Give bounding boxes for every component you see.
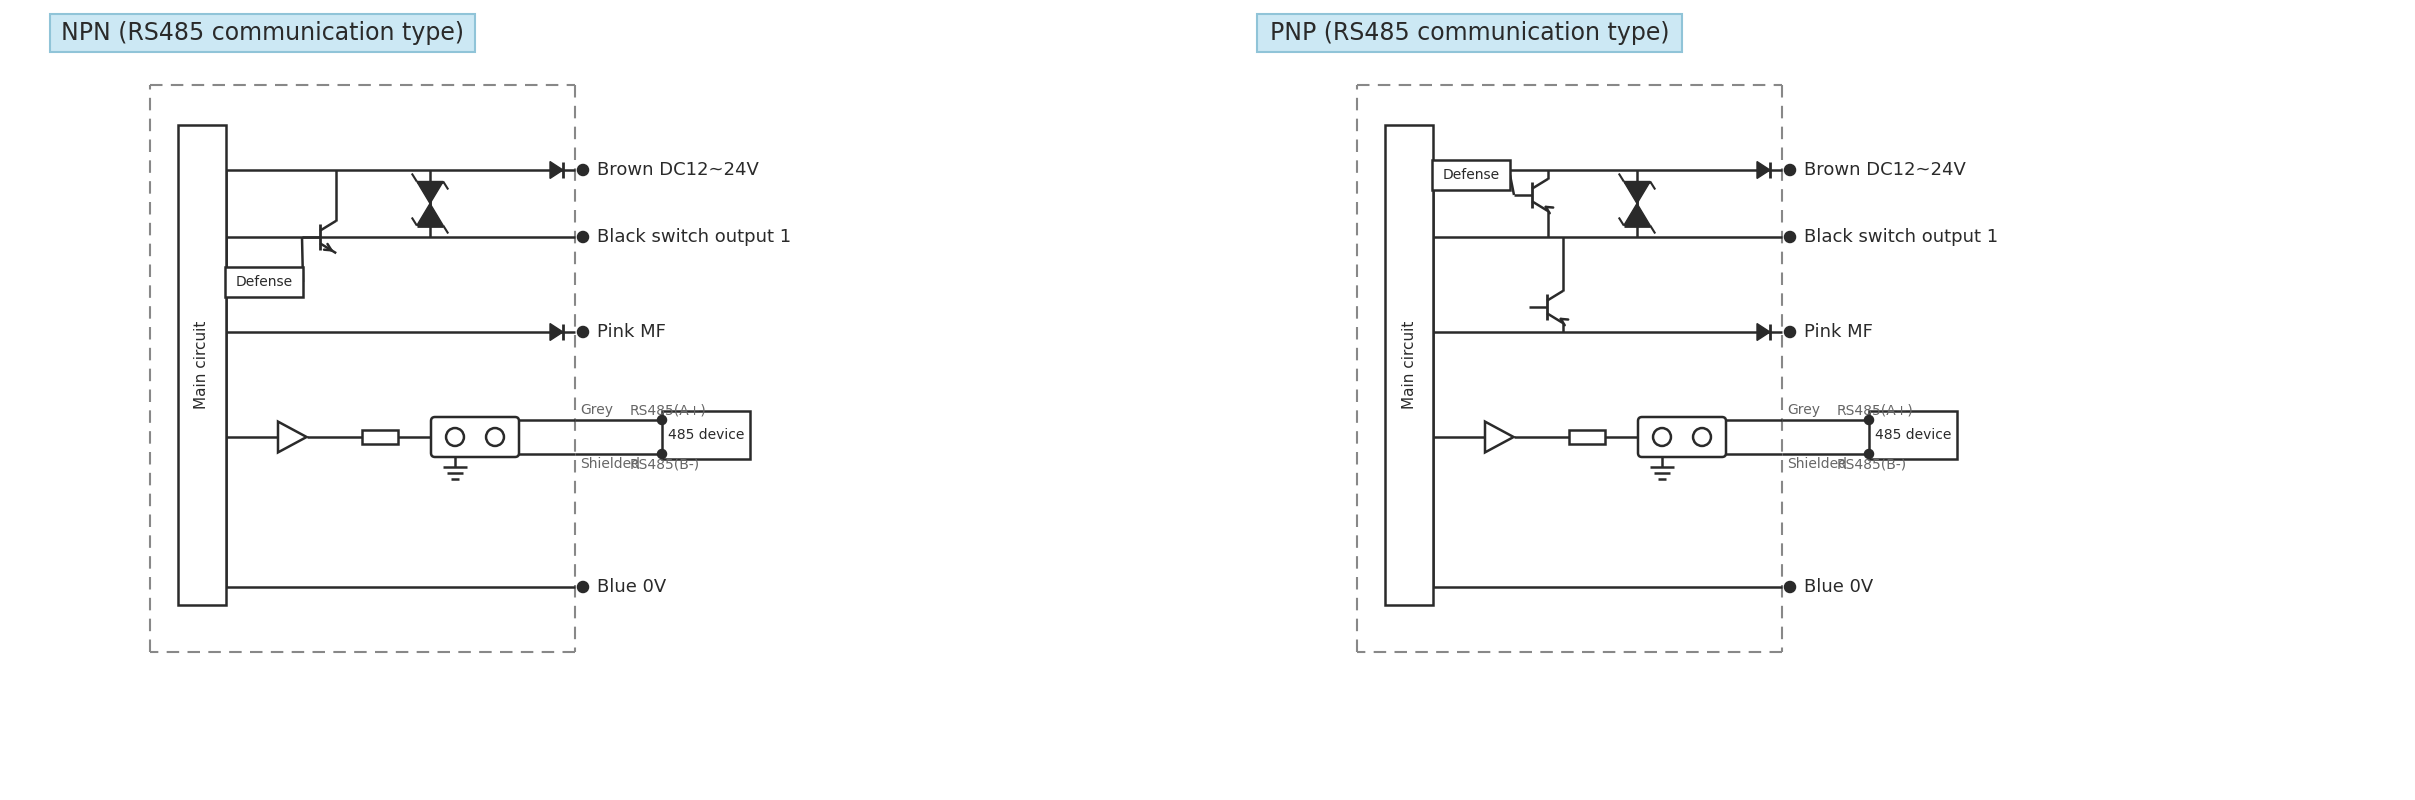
Polygon shape bbox=[551, 162, 563, 178]
Text: Shielded: Shielded bbox=[1787, 457, 1847, 471]
Polygon shape bbox=[1623, 203, 1649, 226]
Text: Blue 0V: Blue 0V bbox=[1804, 578, 1874, 596]
Bar bbox=[1869, 411, 1956, 459]
FancyBboxPatch shape bbox=[430, 417, 519, 457]
Polygon shape bbox=[1758, 323, 1770, 341]
Text: Defense: Defense bbox=[1442, 168, 1500, 182]
Circle shape bbox=[1785, 327, 1794, 337]
Text: Grey: Grey bbox=[580, 403, 613, 417]
Text: Grey: Grey bbox=[1787, 403, 1821, 417]
Bar bbox=[1570, 430, 1606, 444]
Circle shape bbox=[1864, 416, 1874, 424]
Text: 485 device: 485 device bbox=[669, 428, 744, 442]
Bar bbox=[51, 14, 476, 52]
Bar bbox=[1432, 160, 1509, 190]
Bar bbox=[1384, 125, 1432, 605]
Polygon shape bbox=[418, 182, 444, 203]
Text: Shielded: Shielded bbox=[580, 457, 640, 471]
Polygon shape bbox=[1623, 182, 1649, 203]
Text: RS485(A+): RS485(A+) bbox=[630, 403, 708, 417]
Bar bbox=[225, 267, 302, 297]
Polygon shape bbox=[1758, 162, 1770, 178]
Text: Brown DC12~24V: Brown DC12~24V bbox=[597, 161, 758, 179]
FancyBboxPatch shape bbox=[1637, 417, 1727, 457]
Text: RS485(A+): RS485(A+) bbox=[1838, 403, 1913, 417]
Circle shape bbox=[657, 450, 667, 458]
Text: Blue 0V: Blue 0V bbox=[597, 578, 667, 596]
Bar bbox=[179, 125, 227, 605]
Text: Defense: Defense bbox=[234, 275, 292, 289]
Text: Brown DC12~24V: Brown DC12~24V bbox=[1804, 161, 1966, 179]
Text: Pink MF: Pink MF bbox=[597, 323, 667, 341]
Text: Main circuit: Main circuit bbox=[1401, 321, 1418, 409]
Circle shape bbox=[577, 165, 587, 175]
Polygon shape bbox=[278, 422, 307, 452]
Circle shape bbox=[657, 416, 667, 424]
Bar bbox=[1256, 14, 1681, 52]
Text: Pink MF: Pink MF bbox=[1804, 323, 1874, 341]
Text: NPN (RS485 communication type): NPN (RS485 communication type) bbox=[60, 21, 464, 45]
Circle shape bbox=[577, 232, 587, 242]
Polygon shape bbox=[418, 203, 444, 226]
Text: Black switch output 1: Black switch output 1 bbox=[597, 228, 792, 246]
Text: RS485(B-): RS485(B-) bbox=[630, 457, 700, 471]
Circle shape bbox=[1864, 450, 1874, 458]
Circle shape bbox=[1785, 165, 1794, 175]
Circle shape bbox=[577, 327, 587, 337]
Polygon shape bbox=[551, 323, 563, 341]
Circle shape bbox=[1785, 582, 1794, 592]
Text: PNP (RS485 communication type): PNP (RS485 communication type) bbox=[1270, 21, 1669, 45]
Circle shape bbox=[1785, 232, 1794, 242]
Polygon shape bbox=[1485, 422, 1514, 452]
Circle shape bbox=[577, 582, 587, 592]
Text: 485 device: 485 device bbox=[1874, 428, 1951, 442]
Text: Black switch output 1: Black switch output 1 bbox=[1804, 228, 1997, 246]
Text: RS485(B-): RS485(B-) bbox=[1838, 457, 1908, 471]
Bar bbox=[362, 430, 398, 444]
Text: Main circuit: Main circuit bbox=[196, 321, 210, 409]
Bar bbox=[662, 411, 751, 459]
